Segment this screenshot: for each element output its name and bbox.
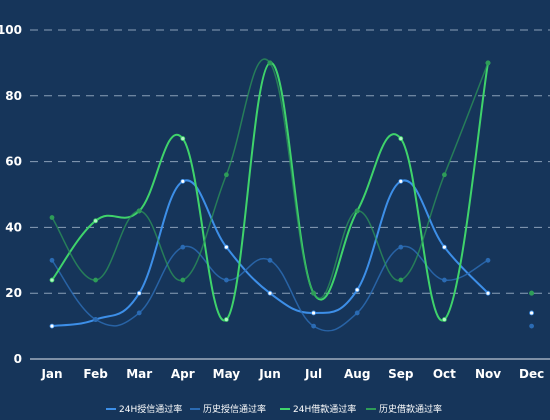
data-point[interactable] xyxy=(136,310,142,316)
x-tick-label: Dec xyxy=(519,367,544,381)
data-point[interactable] xyxy=(49,323,55,329)
data-point[interactable] xyxy=(398,178,404,184)
data-point[interactable] xyxy=(267,257,273,263)
series-line xyxy=(51,61,489,322)
y-tick-label: 100 xyxy=(0,23,22,37)
y-tick-label: 40 xyxy=(5,220,22,234)
x-tick-label: Jun xyxy=(258,367,281,381)
x-tick-label: Feb xyxy=(83,367,108,381)
data-point[interactable] xyxy=(136,290,142,296)
data-point[interactable] xyxy=(267,290,273,296)
data-point[interactable] xyxy=(49,257,55,263)
data-point[interactable] xyxy=(267,60,273,66)
data-point[interactable] xyxy=(180,178,186,184)
x-axis: Jan Feb Mar Apr May Jun Jul Aug Sep Oct Nov Dec xyxy=(30,358,550,381)
y-tick-label: 80 xyxy=(5,89,22,103)
data-point[interactable] xyxy=(485,290,491,296)
data-point[interactable] xyxy=(311,323,317,329)
series-line xyxy=(51,58,489,299)
data-point[interactable] xyxy=(441,277,447,283)
data-point[interactable] xyxy=(180,277,186,283)
data-point[interactable] xyxy=(354,287,360,293)
data-point[interactable] xyxy=(398,277,404,283)
legend-label: 历史借款通过率 xyxy=(379,403,442,415)
legend-item[interactable]: 历史授信通过率 xyxy=(190,403,266,415)
data-point[interactable] xyxy=(529,290,534,296)
legend-label: 24H借款通过率 xyxy=(293,403,356,415)
x-tick-label: Sep xyxy=(388,367,414,381)
series-line xyxy=(51,179,489,328)
data-point[interactable] xyxy=(223,317,229,322)
legend-item[interactable]: 24H借款通过率 xyxy=(280,403,356,415)
data-point[interactable] xyxy=(354,310,360,316)
legend-item[interactable]: 24H授信通过率 xyxy=(106,403,182,415)
legend-label: 历史授信通过率 xyxy=(203,403,266,415)
legend-item[interactable]: 历史借款通过率 xyxy=(366,403,442,415)
y-axis: 0 20 40 60 80 100 xyxy=(0,23,22,366)
data-point[interactable] xyxy=(398,136,404,141)
data-point[interactable] xyxy=(93,317,98,322)
legend-label: 24H授信通过率 xyxy=(119,403,182,415)
data-point[interactable] xyxy=(485,60,491,66)
y-tick-label: 60 xyxy=(5,155,22,169)
x-tick-label: Jan xyxy=(40,367,62,381)
x-tick-label: Aug xyxy=(344,367,370,381)
data-point[interactable] xyxy=(223,172,229,178)
y-tick-label: 0 xyxy=(14,352,22,366)
x-tick-label: Oct xyxy=(433,367,456,381)
data-point[interactable] xyxy=(441,317,447,322)
data-point[interactable] xyxy=(180,244,186,250)
x-tick-label: Nov xyxy=(475,367,501,381)
data-point[interactable] xyxy=(93,218,98,224)
data-point[interactable] xyxy=(354,208,360,214)
x-tick-label: May xyxy=(213,367,241,381)
data-point[interactable] xyxy=(529,323,534,329)
legend[interactable]: 24H授信通过率 历史授信通过率 24H借款通过率 历史借款通过率 xyxy=(106,403,442,415)
data-point[interactable] xyxy=(485,257,491,263)
data-point[interactable] xyxy=(441,172,447,178)
x-tick-label: Jul xyxy=(304,367,322,381)
data-point[interactable] xyxy=(49,277,55,283)
data-point[interactable] xyxy=(223,277,229,283)
data-point[interactable] xyxy=(398,244,404,250)
data-point[interactable] xyxy=(49,215,55,220)
x-tick-label: Apr xyxy=(171,367,195,381)
data-point[interactable] xyxy=(311,310,317,316)
data-point[interactable] xyxy=(311,290,317,296)
data-point[interactable] xyxy=(529,310,534,316)
x-tick-label: Mar xyxy=(126,367,152,381)
y-tick-label: 20 xyxy=(5,286,22,300)
data-point[interactable] xyxy=(441,244,447,250)
data-point[interactable] xyxy=(223,244,229,250)
data-point[interactable] xyxy=(136,208,142,214)
series-layer xyxy=(49,58,534,332)
data-point[interactable] xyxy=(180,136,186,141)
data-point[interactable] xyxy=(93,277,98,283)
